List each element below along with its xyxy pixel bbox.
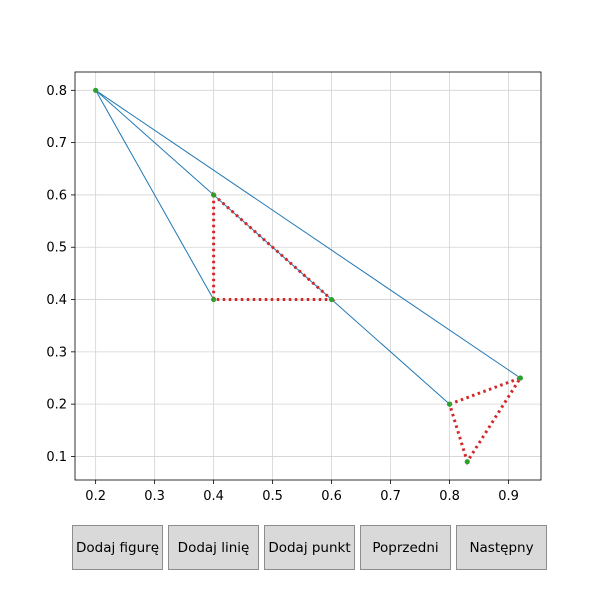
x-axis-ticks: 0.2 0.3 0.4 0.5 0.6 0.7 0.8 0.9 bbox=[85, 480, 519, 504]
data-point[interactable] bbox=[211, 296, 217, 303]
next-button[interactable]: Następny bbox=[456, 525, 547, 570]
plot-frame bbox=[74, 71, 542, 481]
points bbox=[93, 87, 523, 465]
data-point[interactable] bbox=[446, 401, 453, 407]
x-tick-label: 0.6 bbox=[321, 489, 342, 504]
x-tick-label: 0.7 bbox=[380, 489, 401, 504]
x-tick-label: 0.9 bbox=[498, 489, 519, 504]
add-line-button[interactable]: Dodaj linię bbox=[168, 525, 259, 570]
data-point[interactable] bbox=[93, 87, 99, 93]
x-tick-label: 0.3 bbox=[144, 489, 165, 504]
line-segment[interactable] bbox=[95, 89, 521, 379]
line-segment[interactable] bbox=[95, 90, 215, 300]
x-tick-label: 0.5 bbox=[262, 489, 283, 504]
plot-area bbox=[75, 72, 541, 480]
y-tick-label: 0.8 bbox=[46, 84, 67, 99]
y-tick-label: 0.4 bbox=[46, 293, 67, 308]
figures bbox=[212, 191, 524, 466]
data-point[interactable] bbox=[517, 375, 523, 381]
y-tick-label: 0.2 bbox=[46, 398, 67, 413]
y-tick-label: 0.7 bbox=[46, 136, 67, 151]
figure-triangle[interactable] bbox=[447, 375, 524, 466]
x-tick-label: 0.2 bbox=[85, 489, 106, 504]
y-tick-label: 0.3 bbox=[46, 345, 67, 360]
y-tick-label: 0.6 bbox=[46, 188, 67, 203]
plot-canvas[interactable]: 0.2 0.3 0.4 0.5 0.6 0.7 0.8 0.9 0.1 0.2 0.3 0.4 0.5… bbox=[0, 0, 600, 510]
x-tick-label: 0.8 bbox=[439, 489, 460, 504]
figure-triangle[interactable] bbox=[212, 191, 336, 302]
previous-button[interactable]: Poprzedni bbox=[360, 525, 451, 570]
y-tick-label: 0.1 bbox=[46, 450, 67, 465]
y-axis-ticks: 0.1 0.2 0.3 0.4 0.5 0.6 0.7 0.8 bbox=[46, 84, 75, 465]
y-tick-label: 0.5 bbox=[46, 241, 67, 256]
line-segment[interactable] bbox=[331, 299, 450, 405]
add-point-button[interactable]: Dodaj punkt bbox=[264, 525, 355, 570]
x-tick-label: 0.4 bbox=[203, 489, 224, 504]
data-point[interactable] bbox=[211, 192, 217, 198]
grid bbox=[75, 72, 541, 480]
data-point[interactable] bbox=[328, 296, 335, 303]
data-point[interactable] bbox=[464, 459, 470, 465]
add-figure-button[interactable]: Dodaj figurę bbox=[72, 525, 163, 570]
